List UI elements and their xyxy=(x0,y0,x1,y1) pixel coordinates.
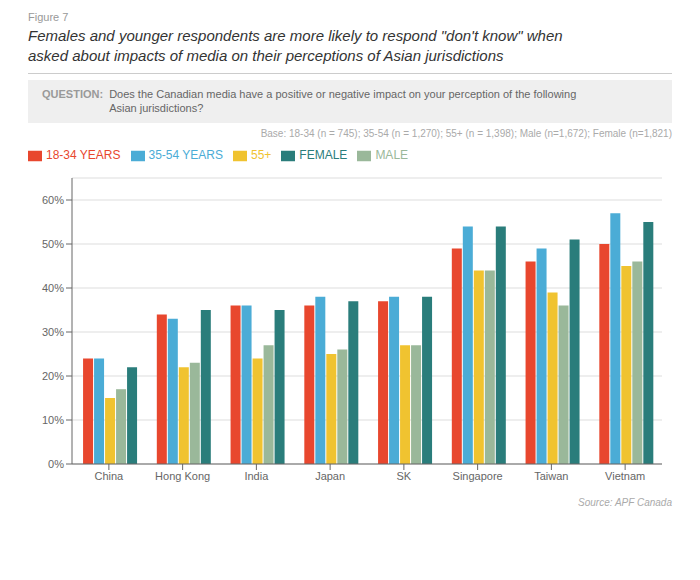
html-text:Source: APF Canada: Source: APF Canada xyxy=(578,497,672,509)
svg-text:50%: 50% xyxy=(42,238,64,250)
svg-text:Taiwan: Taiwan xyxy=(534,470,568,482)
svg-text:40%: 40% xyxy=(42,282,64,294)
html-text:55+: 55+ xyxy=(251,148,272,163)
svg-text:Hong Kong: Hong Kong xyxy=(155,470,210,482)
html-text:MALE: MALE xyxy=(375,148,409,163)
svg-text:Japan: Japan xyxy=(315,470,345,482)
svg-text:SK: SK xyxy=(397,470,412,482)
html-text:Does the Canadian media have a: Does the Canadian media have a positive … xyxy=(109,87,577,115)
html-text:FEMALE: FEMALE xyxy=(299,148,348,163)
html-text:Base: 18-34 (n = 745); 35-54 (: Base: 18-34 (n = 745); 35-54 (n = 1,270)… xyxy=(260,128,672,140)
svg-text:60%: 60% xyxy=(42,194,64,206)
html-text:QUESTION:: QUESTION: xyxy=(42,87,104,100)
html-text:35-54 YEARS: 35-54 YEARS xyxy=(148,148,223,163)
svg-text:India: India xyxy=(244,470,269,482)
svg-text:Singapore: Singapore xyxy=(453,470,503,482)
svg-text:0%: 0% xyxy=(48,458,64,470)
svg-text:China: China xyxy=(95,470,125,482)
html-text:18-34 YEARS: 18-34 YEARS xyxy=(46,148,121,163)
html-text:Figure 7: Figure 7 xyxy=(28,11,69,23)
svg-text:30%: 30% xyxy=(42,326,64,338)
html-text:Females and younger respondent: Females and younger respondents are more… xyxy=(28,27,563,65)
svg-text:Vietnam: Vietnam xyxy=(605,470,645,482)
svg-text:10%: 10% xyxy=(42,414,64,426)
svg-text:20%: 20% xyxy=(42,370,64,382)
